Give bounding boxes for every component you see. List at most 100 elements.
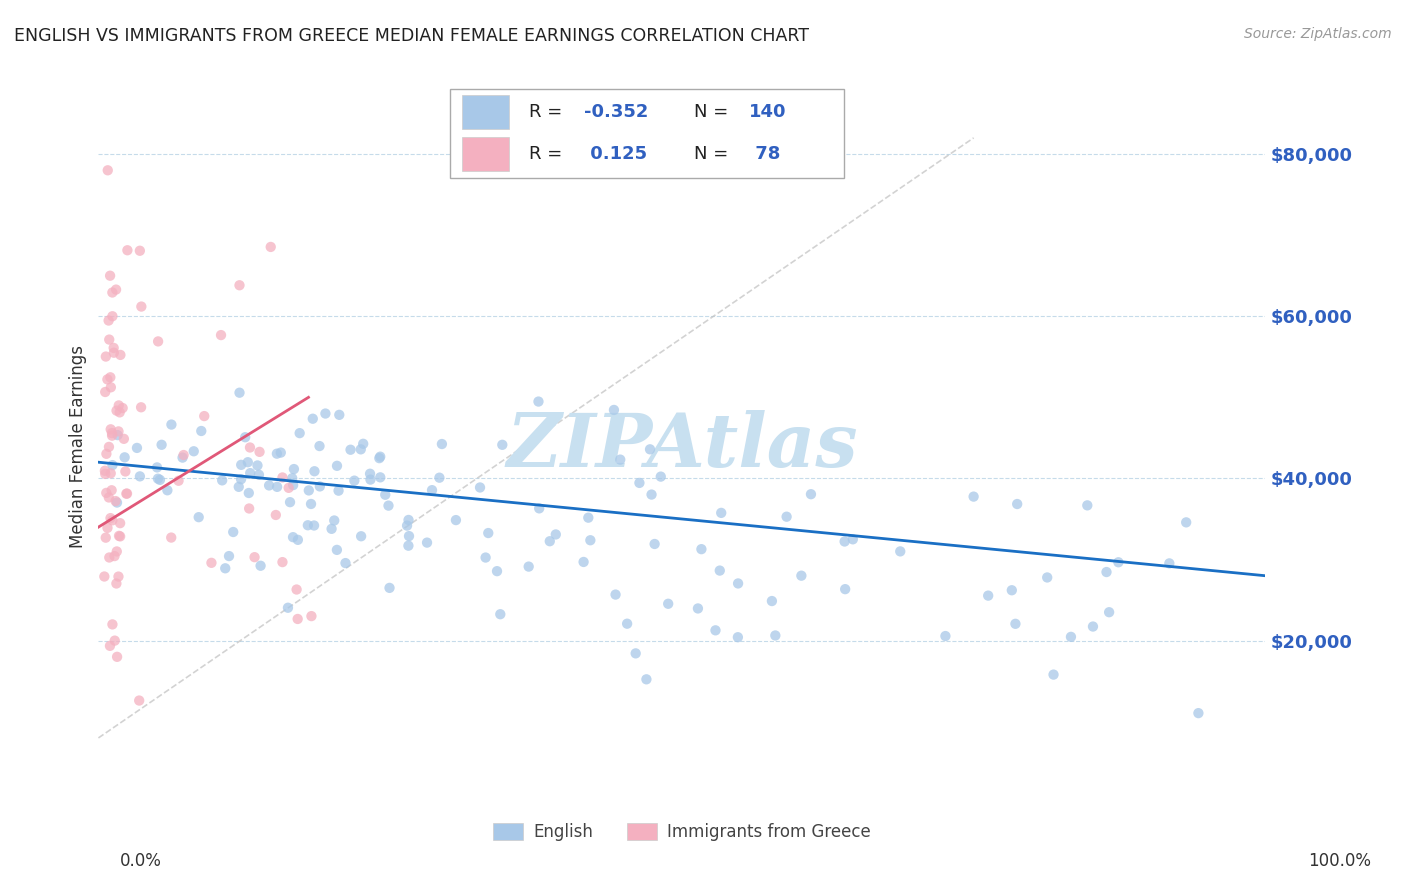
Point [105,403,128,417]
Point [605,588,627,602]
Point [934,629,956,643]
Point [350,442,373,457]
Point [308,439,330,453]
Text: 140: 140 [749,103,786,121]
Text: R =: R = [529,145,562,163]
Point [260,240,283,254]
Point [603,403,626,417]
Point [233,430,256,444]
Point [834,534,856,549]
Point [538,534,561,549]
Point [335,556,357,570]
Point [579,533,602,548]
Point [97,440,120,454]
Point [281,478,304,492]
Point [962,490,984,504]
Text: 0.125: 0.125 [583,145,647,163]
Point [264,508,287,522]
Point [94,384,117,399]
Point [100,483,122,498]
Point [277,481,299,495]
Point [104,494,127,508]
Point [1095,565,1118,579]
Point [96,521,118,535]
Point [1081,619,1104,633]
Point [111,401,134,415]
Point [343,474,366,488]
Point [97,313,120,327]
Point [638,442,661,457]
Point [96,447,118,461]
FancyBboxPatch shape [461,95,509,129]
Point [96,372,118,386]
Point [105,576,128,591]
Point [236,455,259,469]
Point [690,542,713,557]
Point [374,488,396,502]
Point [149,473,172,487]
Point [468,480,491,494]
Point [761,594,783,608]
Point [101,458,124,472]
Point [302,518,325,533]
Point [129,469,152,483]
Point [396,518,419,533]
Point [977,589,1000,603]
Point [800,487,823,501]
Point [636,673,658,687]
Point [228,480,250,494]
Point [287,533,309,547]
Point [288,426,311,441]
Point [430,437,453,451]
Point [229,472,252,486]
Point [281,471,304,485]
Point [299,609,322,624]
Point [114,465,136,479]
Point [1159,557,1181,571]
Point [298,483,321,498]
Point [228,278,250,293]
Point [98,268,121,283]
Point [94,531,117,545]
Point [378,581,401,595]
Point [187,510,209,524]
Point [775,509,797,524]
Point [444,513,467,527]
Point [101,513,124,527]
Point [128,244,150,258]
Point [640,487,662,501]
Point [396,539,419,553]
Point [301,411,323,425]
Point [183,444,205,458]
Point [326,458,349,473]
Point [105,649,128,664]
Point [107,425,129,439]
Point [339,442,361,457]
Point [474,550,496,565]
Point [544,527,567,541]
Point [98,333,121,347]
Point [218,549,240,563]
Point [108,529,131,543]
Text: ZIPAtlas: ZIPAtlas [506,409,858,483]
Point [200,556,222,570]
Point [710,506,733,520]
Point [209,328,232,343]
FancyBboxPatch shape [461,137,509,171]
Point [277,600,299,615]
Point [247,467,270,482]
Point [416,535,439,549]
Point [1187,706,1209,720]
Point [1076,499,1098,513]
Point [1098,605,1121,619]
Point [249,558,271,573]
Point [359,473,381,487]
Point [115,486,138,500]
Point [128,693,150,707]
Point [108,529,131,543]
Point [105,544,128,558]
Point [287,612,309,626]
Point [98,370,121,384]
Point [763,628,786,642]
Point [485,564,508,578]
